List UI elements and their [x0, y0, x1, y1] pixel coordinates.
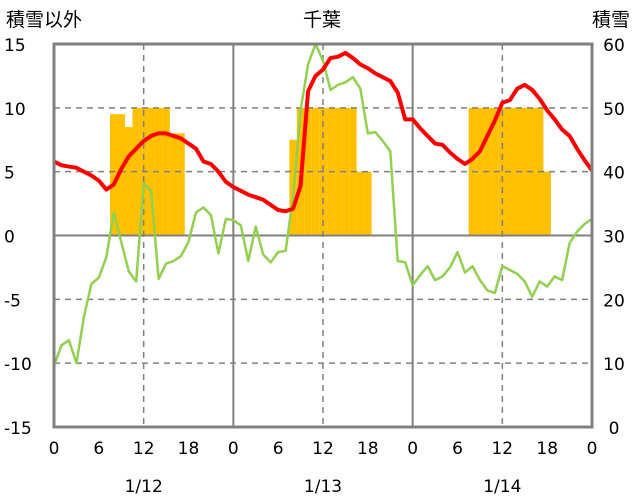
left-tick-label: 10: [4, 100, 26, 120]
snow-bar: [543, 171, 551, 236]
x-tick-label: 18: [357, 439, 379, 459]
left-tick-label: 5: [4, 164, 15, 184]
x-axis-ticks: 0 6 12 18 0 6 12 18 0 6 12 18 0: [49, 439, 598, 459]
right-tick-label: 40: [603, 164, 625, 184]
right-tick-label: 30: [603, 228, 625, 248]
x-tick-label: 18: [536, 439, 558, 459]
snow-bar: [124, 126, 133, 236]
x-tick-label: 0: [587, 439, 598, 459]
right-axis-ticks: 60 50 40 30 20 10 0: [603, 36, 625, 439]
x-tick-label: 6: [273, 439, 284, 459]
right-tick-label: 20: [603, 291, 625, 311]
left-tick-label: 15: [4, 36, 26, 56]
snow-bar: [356, 171, 365, 236]
right-axis-title: 積雪: [592, 9, 630, 31]
chart-title: 千葉: [303, 9, 341, 31]
right-tick-label: 0: [609, 419, 620, 439]
x-tick-label: 18: [178, 439, 200, 459]
left-axis-ticks: 15 10 5 0 -5 -10 -15: [4, 36, 32, 439]
right-tick-label: 50: [603, 100, 625, 120]
snow-bar: [177, 133, 185, 236]
date-label: 1/12: [125, 477, 163, 497]
snow-bar: [147, 107, 155, 236]
left-tick-label: -15: [4, 419, 32, 439]
x-tick-label: 6: [452, 439, 463, 459]
snow-bar: [110, 114, 118, 236]
date-label: 1/14: [483, 477, 521, 497]
snow-bar: [334, 107, 342, 236]
grid-lines: [54, 44, 592, 427]
x-tick-label: 0: [49, 439, 60, 459]
date-labels: 1/12 1/13 1/14: [125, 477, 522, 497]
snow-bar: [311, 107, 320, 236]
left-tick-label: -10: [4, 355, 32, 375]
right-tick-label: 10: [603, 355, 625, 375]
green-series-line: [52, 42, 593, 367]
left-axis-title: 積雪以外: [6, 9, 82, 31]
right-tick-label: 60: [603, 36, 625, 56]
x-tick-label: 12: [133, 439, 155, 459]
x-tick-label: 12: [491, 439, 513, 459]
left-tick-label: -5: [4, 291, 21, 311]
snow-bar: [117, 114, 125, 236]
snow-bar: [498, 107, 507, 236]
x-tick-label: 0: [228, 439, 239, 459]
x-tick-label: 6: [93, 439, 104, 459]
plot-frame: [52, 42, 594, 429]
red-series-line: [53, 50, 594, 214]
left-tick-label: 0: [4, 228, 15, 248]
x-tick-label: 12: [312, 439, 334, 459]
date-label: 1/13: [304, 477, 342, 497]
snow-bar: [169, 133, 178, 236]
snow-bar: [364, 171, 372, 236]
x-tick-label: 0: [407, 439, 418, 459]
snow-bar: [521, 107, 529, 236]
snow-bar: [476, 107, 484, 236]
